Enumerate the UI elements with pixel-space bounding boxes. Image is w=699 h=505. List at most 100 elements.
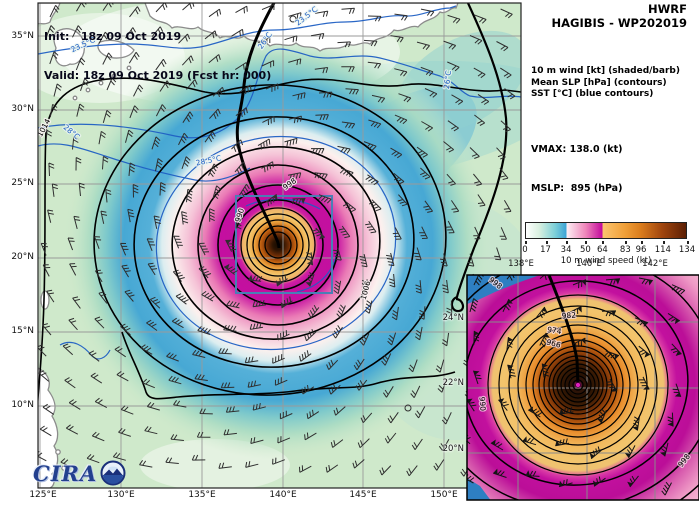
wind-barb-icon (310, 148, 325, 154)
wind-barb-icon (72, 296, 81, 309)
wind-barb-icon (338, 225, 351, 239)
wind-barb-icon (469, 298, 479, 313)
wind-barb-icon (393, 173, 405, 185)
wind-barb-icon (447, 14, 461, 24)
wind-barb-icon (73, 215, 81, 230)
inset-lat-tick-label: 22°N (442, 378, 464, 388)
lat-tick-label: 20°N (11, 252, 34, 262)
wind-barb-icon (469, 35, 483, 45)
colorbar-tick-label: 96 (635, 245, 647, 255)
wind-barb-icon (276, 274, 288, 287)
wind-barb-icon (68, 317, 78, 331)
lon-tick-label: 140°E (269, 490, 297, 500)
wind-barb-icon (102, 52, 113, 65)
wind-barb-icon (363, 141, 377, 151)
wind-speed-colorbar (525, 222, 687, 239)
wind-barbs-inset (467, 275, 686, 496)
wind-barb-icon (114, 346, 126, 358)
wind-barb-icon (75, 157, 82, 171)
wind-barb-icon (353, 358, 365, 371)
wind-barb-icon (175, 293, 189, 305)
wind-barb-icon (284, 35, 298, 43)
wind-barb-icon (477, 93, 490, 105)
wind-barb-icon (394, 13, 408, 21)
main-map: 1014100699899023.5°C23.5°C26°C26°C28°C28… (38, 3, 521, 488)
wind-barb-icon (507, 364, 516, 379)
wind-barb-pennant-icon (474, 330, 480, 336)
wind-barb-icon (69, 263, 77, 276)
wind-barb-icon (367, 61, 382, 69)
wind-barb-icon (605, 378, 618, 392)
wind-barb-icon (424, 88, 438, 98)
storm-name: HAGIBIS - WP202019 (551, 16, 687, 30)
wind-barb-icon (139, 460, 153, 468)
wind-barb-pennant-icon (577, 306, 582, 313)
wind-barb-icon (326, 359, 339, 370)
wind-barb-icon (500, 67, 512, 79)
wind-barb-icon (181, 211, 189, 225)
colorbar-tick (625, 241, 628, 244)
wind-barb-icon (64, 377, 76, 389)
wind-barb-pennant-icon (589, 452, 595, 459)
wind-barb-pennant-icon (615, 278, 620, 285)
inset-border (466, 274, 699, 501)
plot-title: Init: 18z 09 Oct 2019 Valid: 18z 09 Oct … (44, 4, 271, 108)
inset-gridlines (467, 275, 699, 500)
lat-tick-label: 30°N (11, 104, 34, 114)
wind-barb-icon (279, 410, 293, 420)
wind-barb-icon (68, 399, 81, 410)
wind-barb-icon (360, 412, 373, 424)
wind-barb-icon (245, 461, 259, 468)
wind-barb-icon (451, 94, 464, 105)
inset-blue-patch (467, 275, 540, 304)
wind-barb-pennant-icon (248, 274, 253, 281)
wind-barb-icon (314, 10, 329, 18)
wind-barb-icon (394, 68, 408, 77)
wind-barb-pennant-icon (644, 352, 650, 358)
wind-barb-pennant-icon (674, 318, 680, 325)
japan-kyushu (53, 28, 85, 67)
wind-barb-icon (500, 8, 513, 19)
colorbar-tick (545, 241, 548, 244)
wind-barb-icon (311, 227, 326, 238)
wind-barb-icon (304, 328, 317, 342)
wind-barb-icon (446, 173, 456, 186)
wind-barb-icon (53, 83, 62, 97)
wind-barb-icon (239, 183, 250, 198)
wind-barb-icon (88, 350, 100, 362)
wind-barb-icon (155, 158, 163, 172)
wind-barb-icon (257, 138, 271, 150)
wind-barb-icon (414, 406, 426, 419)
wind-barb-icon (287, 172, 302, 181)
wind-barb-icon (223, 266, 238, 275)
wind-barb-icon (672, 383, 682, 397)
wind-barb-icon (173, 235, 183, 249)
wind-barb-pennant-icon (610, 387, 617, 392)
wind-barb-icon (155, 59, 167, 71)
wind-barb-icon (341, 66, 355, 73)
wind-barb-icon (502, 298, 511, 313)
wind-barb-icon (439, 253, 448, 267)
wind-barb-icon (146, 401, 160, 411)
trough-line (450, 3, 508, 313)
wind-barb-icon (120, 242, 129, 256)
wind-barb-icon (474, 114, 486, 126)
cira-logo-text: CIRA (33, 460, 98, 486)
wind-barb-icon (235, 215, 242, 230)
wind-barb-icon (120, 405, 134, 415)
wind-barb-icon (307, 272, 315, 287)
lat-tick-label: 10°N (11, 400, 34, 410)
wind-barb-icon (447, 120, 459, 132)
init-time: Init: 18z 09 Oct 2019 (44, 30, 182, 43)
wind-barb-icon (48, 162, 55, 177)
lon-tick-label: 130°E (107, 490, 135, 500)
wind-barb-pennant-icon (674, 392, 681, 397)
wind-barb-icon (371, 94, 386, 103)
wind-barb-icon (204, 131, 216, 143)
wind-barb-icon (116, 371, 129, 382)
wind-barb-icon (49, 4, 60, 18)
wind-barb-icon (146, 238, 156, 251)
wind-barb-icon (38, 370, 50, 382)
wind-barb-icon (301, 385, 315, 395)
wind-barb-icon (129, 6, 141, 18)
